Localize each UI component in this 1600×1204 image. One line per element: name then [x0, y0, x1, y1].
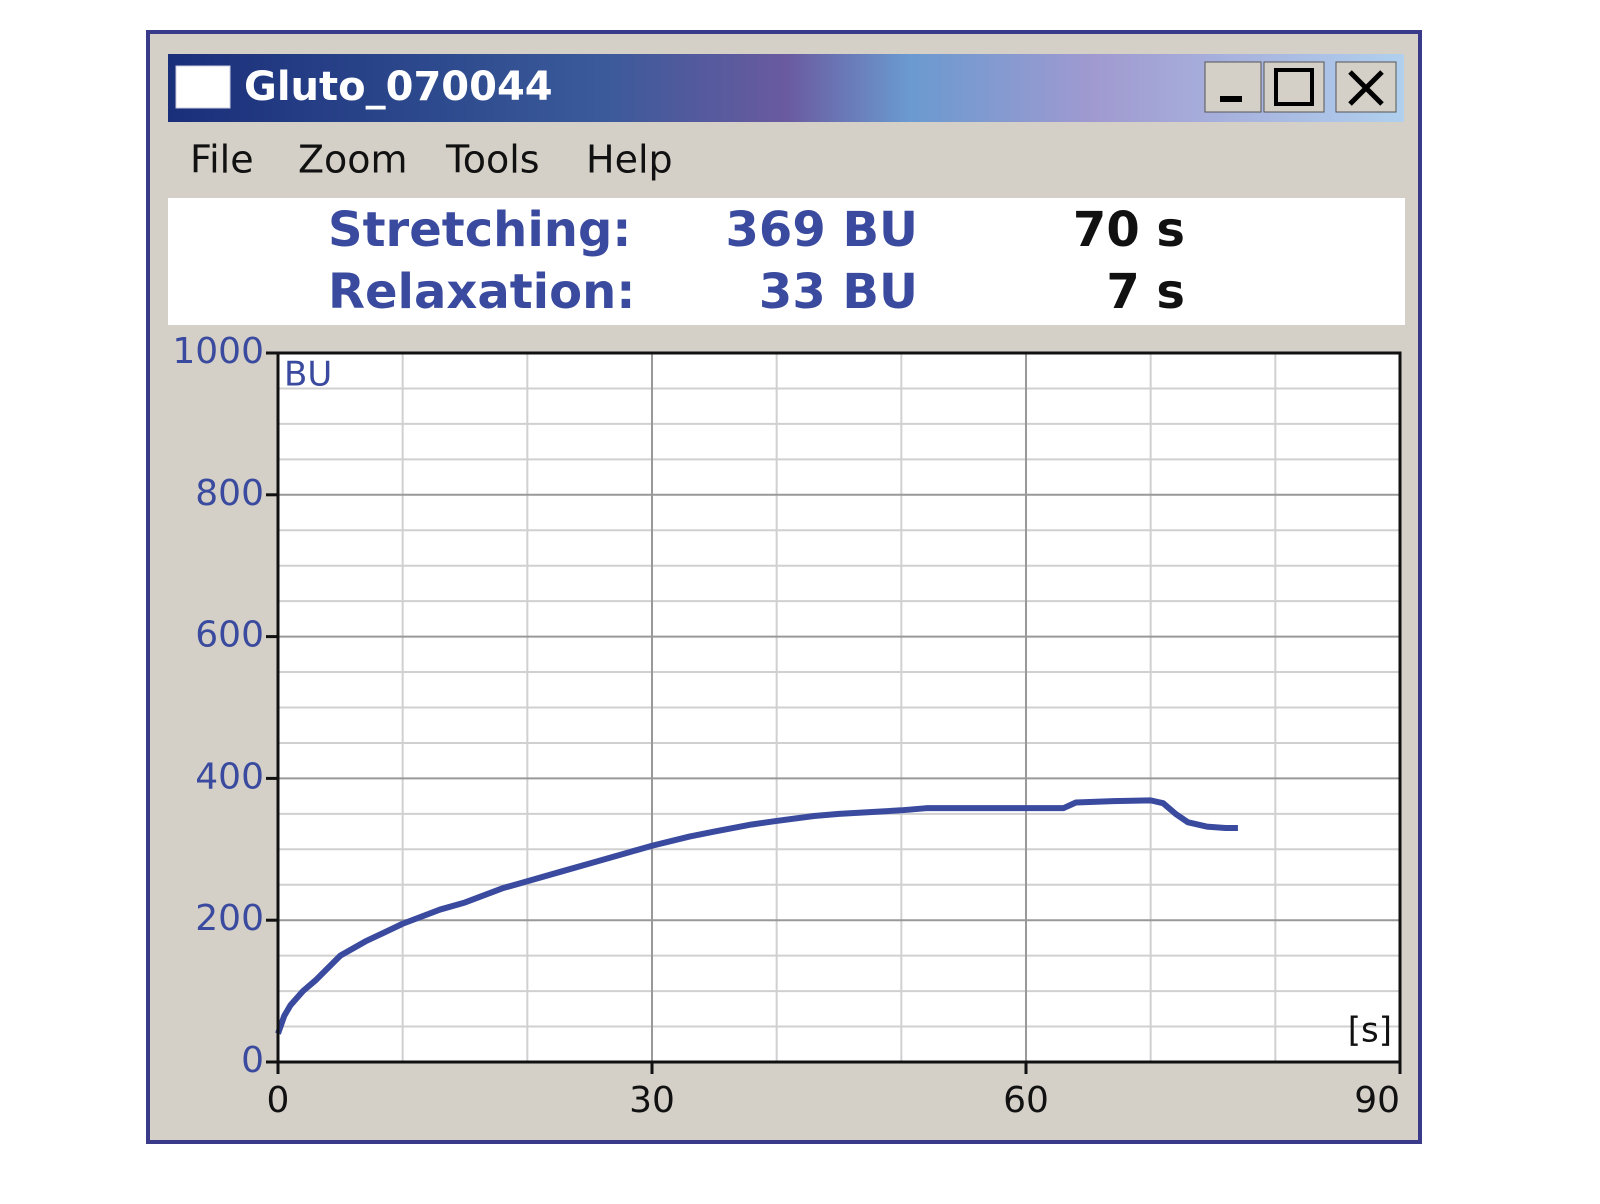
menu-item[interactable]: File — [190, 138, 254, 182]
window-title: Gluto_070044 — [244, 64, 553, 110]
stat-value: 33 BU — [759, 264, 918, 320]
y-tick-label: 200 — [195, 898, 264, 939]
stats: Stretching: 369 BU 70 s Relaxation: 33 B… — [328, 202, 1185, 320]
minimize-icon — [1220, 96, 1242, 102]
stat-time: 70 s — [1073, 202, 1185, 258]
menu-item[interactable]: Help — [586, 138, 673, 182]
window-icon — [175, 65, 231, 109]
y-axis-label: BU — [284, 355, 332, 395]
y-tick-label: 600 — [195, 615, 264, 656]
data-line — [275, 797, 1238, 1035]
close-icon — [1348, 70, 1384, 106]
plot-frame — [276, 351, 1402, 1064]
title-bar — [168, 54, 1404, 122]
minimize-button[interactable] — [1204, 61, 1262, 113]
menu-item[interactable]: Tools — [445, 138, 540, 182]
x-axis-label: [s] — [1348, 1011, 1392, 1051]
y-tick-label: 1000 — [172, 331, 264, 372]
window-buttons — [1204, 61, 1397, 113]
stat-label: Relaxation: — [328, 264, 635, 320]
maximize-icon — [1274, 68, 1314, 106]
menu-bar: File Zoom Tools Help — [190, 138, 673, 182]
stat-label: Stretching: — [328, 202, 632, 258]
stats-panel — [168, 198, 1405, 325]
stat-time: 7 s — [1106, 264, 1185, 320]
menu-item[interactable]: Zoom — [298, 138, 408, 182]
x-tick-label: 0 — [267, 1080, 290, 1121]
x-tick-label: 90 — [1354, 1080, 1400, 1121]
stat-value: 369 BU — [726, 202, 918, 258]
y-tick-label: 800 — [195, 473, 264, 514]
x-tick-label: 60 — [1003, 1080, 1049, 1121]
y-tick-label: 0 — [241, 1040, 264, 1081]
x-tick-label: 30 — [629, 1080, 675, 1121]
y-tick-label: 400 — [195, 756, 264, 797]
